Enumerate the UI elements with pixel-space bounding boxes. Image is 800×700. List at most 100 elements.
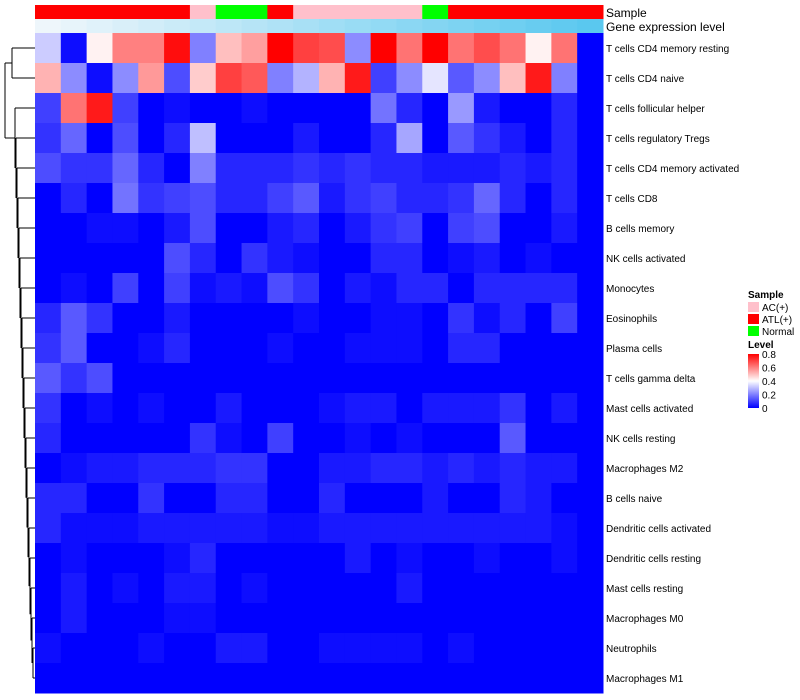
sample-annotation-cell xyxy=(577,5,604,19)
heatmap-cell xyxy=(86,483,113,514)
heatmap-cell xyxy=(86,213,113,244)
heatmap-cell xyxy=(473,363,501,394)
heatmap-cell xyxy=(215,213,243,244)
heatmap-cell xyxy=(525,123,552,154)
heatmap-cell xyxy=(319,513,346,544)
heatmap-cell xyxy=(138,393,165,424)
expression-level-cell xyxy=(499,19,527,33)
heatmap-cell xyxy=(422,33,449,64)
heatmap-cell xyxy=(138,603,165,634)
heatmap-cell xyxy=(344,423,372,454)
heatmap-cell xyxy=(86,183,113,214)
heatmap-cell xyxy=(267,633,294,664)
heatmap-cell xyxy=(319,93,346,124)
heatmap-cell xyxy=(267,33,294,64)
heatmap-cell xyxy=(138,213,165,244)
level-legend-tick-label: 0.2 xyxy=(762,391,776,402)
heatmap-cell xyxy=(164,273,191,304)
heatmap-cell xyxy=(60,93,88,124)
heatmap-cell xyxy=(86,423,113,454)
heatmap-cell xyxy=(396,423,423,454)
heatmap-cell xyxy=(267,663,294,694)
heatmap-cell xyxy=(189,63,217,94)
heatmap-cell xyxy=(86,603,113,634)
row-label: Dendritic cells activated xyxy=(606,524,711,535)
heatmap-cell xyxy=(499,483,527,514)
heatmap-cell xyxy=(525,93,552,124)
heatmap-cell xyxy=(293,453,320,484)
heatmap-cell xyxy=(241,213,268,244)
heatmap-cell xyxy=(396,63,423,94)
heatmap-cell xyxy=(35,153,62,184)
heatmap-cell xyxy=(344,663,372,694)
heatmap-cell xyxy=(319,183,346,214)
heatmap-cell xyxy=(267,333,294,364)
heatmap-cell xyxy=(344,123,372,154)
heatmap-cell xyxy=(499,33,527,64)
heatmap-cell xyxy=(448,63,475,94)
heatmap-cell xyxy=(499,273,527,304)
heatmap-cell xyxy=(396,183,423,214)
heatmap-cell xyxy=(499,663,527,694)
heatmap-cell xyxy=(344,363,372,394)
heatmap-cell xyxy=(241,93,268,124)
heatmap-cell xyxy=(35,423,62,454)
heatmap-cell xyxy=(551,303,578,334)
heatmap-cell xyxy=(370,363,397,394)
heatmap-cell xyxy=(473,633,501,664)
heatmap-cell xyxy=(35,543,62,574)
heatmap-cell xyxy=(577,603,604,634)
heatmap-cell xyxy=(35,93,62,124)
heatmap-cell xyxy=(448,663,475,694)
expression-level-cell xyxy=(60,19,88,33)
heatmap-cell xyxy=(293,483,320,514)
level-legend-tick-label: 0 xyxy=(762,404,768,415)
heatmap-cell xyxy=(138,63,165,94)
level-legend-tick-label: 0.6 xyxy=(762,364,776,375)
heatmap-cell xyxy=(60,453,88,484)
heatmap-cell xyxy=(448,573,475,604)
row-dendrogram xyxy=(4,47,35,679)
heatmap-cell xyxy=(577,153,604,184)
heatmap-cell xyxy=(267,603,294,634)
heatmap-cell xyxy=(241,363,268,394)
heatmap-cell xyxy=(344,33,372,64)
heatmap-cell xyxy=(189,183,217,214)
heatmap-cell xyxy=(138,123,165,154)
heatmap-cell xyxy=(215,393,243,424)
heatmap-cell xyxy=(60,303,88,334)
heatmap-cell xyxy=(267,183,294,214)
heatmap-cell xyxy=(164,243,191,274)
heatmap-cell xyxy=(60,183,88,214)
heatmap-cell xyxy=(422,423,449,454)
heatmap-cell xyxy=(344,513,372,544)
heatmap-cell xyxy=(370,603,397,634)
heatmap-cell xyxy=(473,393,501,424)
heatmap-cell xyxy=(473,513,501,544)
heatmap-cell xyxy=(499,303,527,334)
heatmap-cell xyxy=(422,153,449,184)
row-label: T cells CD4 naive xyxy=(606,74,685,85)
expression-level-cell xyxy=(344,19,372,33)
level-legend-title: Level xyxy=(748,340,774,351)
heatmap-cell xyxy=(35,273,62,304)
heatmap-cell xyxy=(267,303,294,334)
level-legend: Level 0.8 0.6 0.4 0.2 0 xyxy=(748,340,776,415)
heatmap-cell xyxy=(189,243,217,274)
heatmap-cell xyxy=(215,663,243,694)
expression-level-cell xyxy=(448,19,475,33)
heatmap-cell xyxy=(86,303,113,334)
heatmap-cell xyxy=(241,63,268,94)
heatmap-cell xyxy=(164,153,191,184)
heatmap-cell xyxy=(241,243,268,274)
heatmap-cell xyxy=(396,303,423,334)
heatmap-cell xyxy=(215,513,243,544)
heatmap-cell xyxy=(577,363,604,394)
heatmap-cell xyxy=(189,603,217,634)
heatmap-cell xyxy=(525,333,552,364)
heatmap-cell xyxy=(319,243,346,274)
heatmap-cell xyxy=(525,483,552,514)
heatmap-cell xyxy=(525,33,552,64)
heatmap-cell xyxy=(164,393,191,424)
heatmap-cell xyxy=(525,423,552,454)
